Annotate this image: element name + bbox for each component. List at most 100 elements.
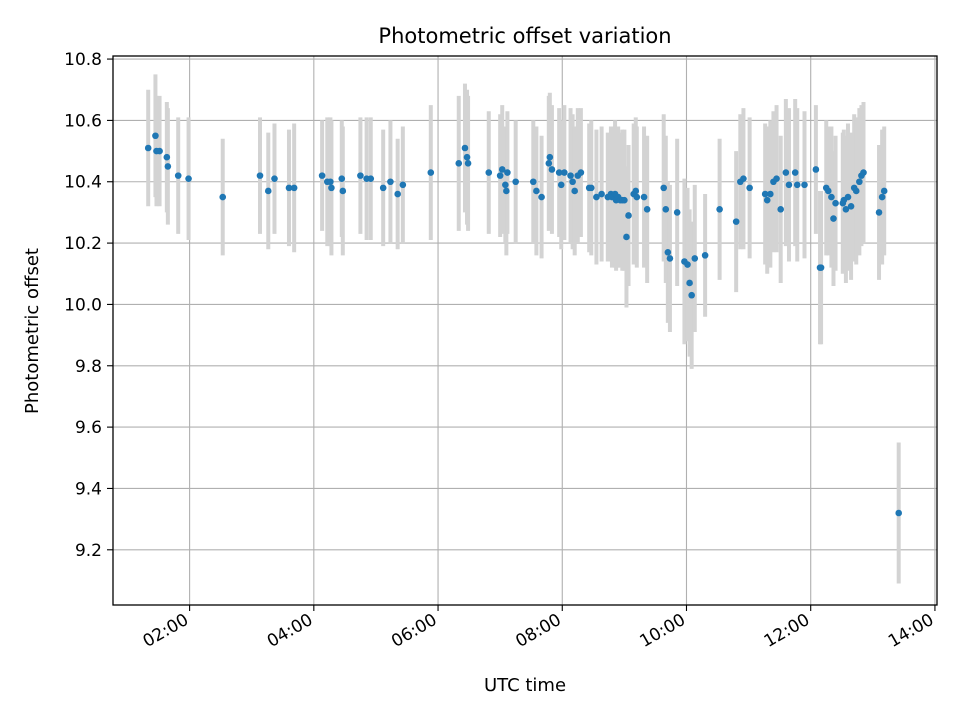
data-point — [502, 181, 509, 189]
data-point — [643, 206, 651, 213]
data-point — [763, 196, 771, 204]
data-point — [538, 193, 545, 201]
x-axis-ticks: 02:00 04:00 06:00 08:00 10:00 12:00 14:00 — [140, 605, 937, 652]
data-point — [844, 193, 852, 201]
data-point — [569, 178, 576, 186]
data-point — [860, 169, 867, 176]
data-point — [152, 132, 159, 140]
data-point — [782, 169, 790, 176]
y-axis-label: Photometric offset — [22, 248, 43, 414]
data-point — [812, 166, 820, 173]
data-point — [761, 190, 769, 198]
data-point — [561, 169, 568, 176]
data-point — [512, 178, 519, 186]
data-point — [545, 160, 553, 167]
data-point — [496, 172, 504, 179]
data-point — [701, 252, 709, 259]
data-point — [163, 153, 171, 161]
data-point — [773, 175, 780, 182]
x-tick-label: 02:00 — [140, 610, 192, 652]
data-point — [688, 291, 695, 299]
y-tick-label: 9.6 — [75, 418, 102, 438]
chart-title: Photometric offset variation — [378, 24, 671, 48]
y-axis-ticks: 9.2 9.4 9.6 9.8 10.0 10.2 10.4 10.6 10.8 — [64, 50, 113, 561]
data-point — [587, 184, 595, 192]
data-point — [598, 190, 605, 198]
data-point — [174, 172, 182, 179]
x-tick-label: 08:00 — [512, 610, 564, 652]
data-point — [533, 187, 540, 195]
data-point — [144, 144, 152, 152]
data-point — [367, 175, 375, 182]
data-point — [785, 181, 793, 189]
data-point — [156, 147, 163, 155]
data-point — [185, 175, 192, 182]
data-point — [746, 184, 753, 192]
data-point — [842, 206, 850, 213]
data-point — [686, 279, 693, 287]
x-tick-label: 12:00 — [761, 610, 813, 652]
data-point — [666, 255, 674, 262]
data-point — [567, 172, 574, 179]
data-point — [660, 184, 668, 192]
data-point — [338, 175, 346, 182]
data-point — [856, 178, 863, 186]
data-point — [777, 206, 784, 213]
data-point — [852, 187, 860, 195]
data-point — [557, 181, 565, 189]
data-point — [327, 178, 334, 186]
data-point — [463, 153, 471, 161]
data-point — [399, 181, 407, 189]
data-point — [498, 166, 506, 173]
data-point — [461, 144, 469, 152]
data-point — [673, 209, 681, 216]
data-point — [387, 178, 394, 186]
data-point — [716, 206, 723, 213]
data-point — [740, 175, 747, 182]
data-point — [285, 184, 293, 192]
data-point — [485, 169, 493, 176]
data-point — [219, 193, 227, 201]
data-point — [455, 160, 463, 167]
data-point — [504, 169, 511, 176]
y-tick-label: 10.8 — [64, 50, 102, 70]
data-point — [623, 233, 630, 241]
data-point — [830, 215, 837, 222]
data-point — [328, 184, 335, 192]
data-point — [632, 187, 640, 195]
y-tick-label: 9.2 — [75, 541, 102, 561]
data-point — [555, 169, 563, 176]
data-point — [640, 193, 648, 201]
data-point — [895, 509, 902, 517]
data-point — [394, 190, 401, 198]
x-tick-label: 06:00 — [388, 610, 440, 652]
error-bars — [146, 74, 901, 584]
data-point — [164, 163, 172, 170]
data-point — [793, 181, 801, 189]
data-point — [878, 193, 886, 201]
data-point — [339, 187, 347, 195]
x-tick-label: 04:00 — [264, 610, 316, 652]
y-tick-label: 9.4 — [75, 479, 102, 499]
grid — [113, 56, 937, 605]
data-point — [732, 218, 740, 225]
y-tick-label: 10.2 — [64, 234, 102, 254]
data-point — [577, 169, 585, 176]
data-point — [767, 190, 774, 198]
data-point — [464, 160, 472, 167]
data-point — [880, 187, 888, 195]
data-point — [318, 172, 326, 179]
y-tick-label: 10.4 — [64, 173, 102, 193]
data-point — [546, 153, 554, 161]
data-points — [144, 132, 902, 517]
data-point — [625, 212, 632, 219]
data-point — [593, 193, 600, 201]
data-point — [621, 196, 628, 204]
data-point — [817, 264, 825, 271]
data-point — [256, 172, 264, 179]
x-tick-label: 14:00 — [885, 610, 937, 652]
data-point — [847, 202, 855, 210]
data-point — [633, 193, 641, 201]
data-point — [691, 255, 699, 262]
data-point — [825, 187, 832, 195]
